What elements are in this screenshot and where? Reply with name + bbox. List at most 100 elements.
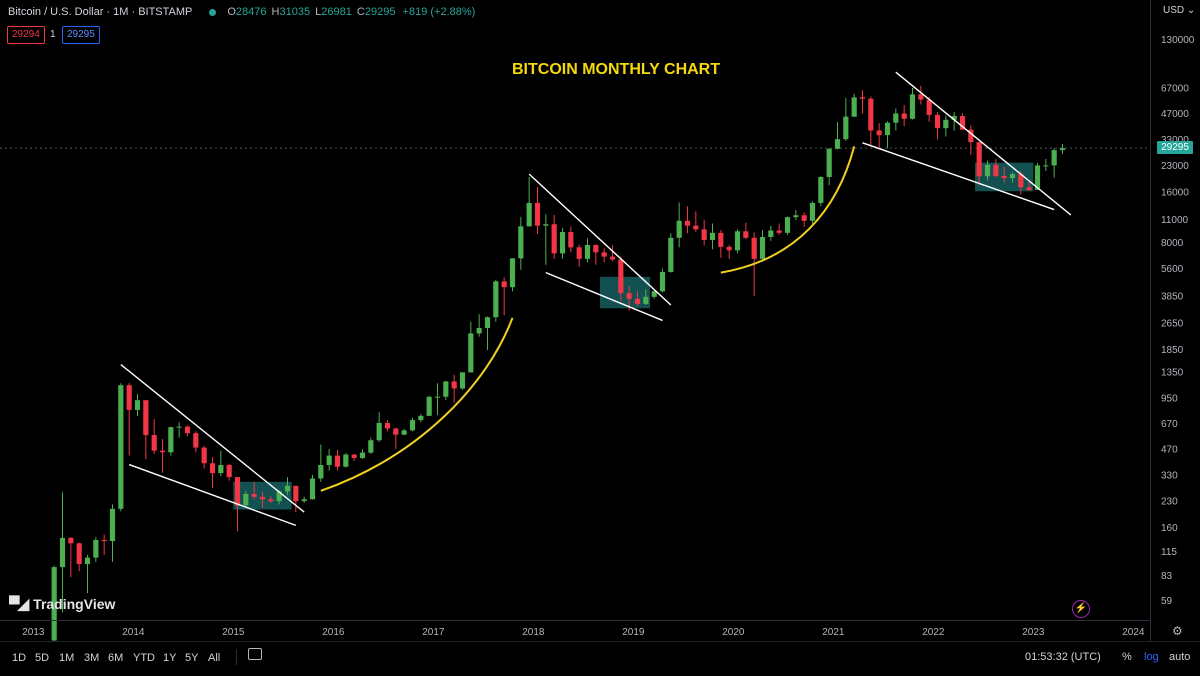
candle-body xyxy=(326,455,332,465)
candle xyxy=(509,258,516,292)
candle xyxy=(159,438,166,473)
candle xyxy=(301,496,307,503)
candle-body xyxy=(1034,165,1041,190)
timeframe-all[interactable]: All xyxy=(208,652,221,664)
candle xyxy=(418,414,424,423)
candle-body xyxy=(218,464,224,474)
candle-body xyxy=(551,224,557,254)
candle-body xyxy=(209,463,216,474)
lightning-icon[interactable]: ⚡ xyxy=(1072,600,1090,618)
symbol-title[interactable]: Bitcoin / U.S. Dollar · 1M · BITSTAMP xyxy=(8,6,193,18)
trendline xyxy=(862,142,1055,211)
candle xyxy=(409,418,416,432)
candle-body xyxy=(443,381,449,397)
time-axis[interactable]: 2013 2014 2015 2016 2017 2018 2019 2020 2021 2022… xyxy=(22,627,1145,638)
order-quantity[interactable]: 1 xyxy=(50,29,56,40)
candle-body xyxy=(151,435,157,451)
timeframe-1d[interactable]: 1D xyxy=(12,652,27,664)
utc-clock[interactable]: 01:53:32 (UTC) xyxy=(1025,651,1101,663)
candle xyxy=(451,374,457,403)
candle xyxy=(293,485,299,513)
timeframe-5y[interactable]: 5Y xyxy=(185,652,199,664)
candle xyxy=(1034,162,1041,190)
candle-body xyxy=(343,454,349,467)
candle xyxy=(634,291,641,307)
percent-toggle[interactable]: % xyxy=(1122,651,1132,663)
candle-body xyxy=(968,129,974,143)
trendline xyxy=(120,364,305,513)
candle-body xyxy=(609,256,616,260)
date-range-icon[interactable] xyxy=(248,648,262,660)
candle-body xyxy=(109,508,116,542)
candle-body xyxy=(268,499,274,502)
candle xyxy=(268,496,274,503)
candle-body xyxy=(234,477,241,506)
candle xyxy=(443,380,449,401)
candle-body xyxy=(1026,187,1032,190)
timeframe-3m[interactable]: 3M xyxy=(84,652,100,664)
auto-toggle[interactable]: auto xyxy=(1169,651,1191,663)
price-tick-label: 2650 xyxy=(1161,319,1184,330)
timeframe-1y[interactable]: 1Y xyxy=(163,652,177,664)
low-label: L xyxy=(315,6,322,18)
tradingview-logo[interactable]: ▀◢ TradingView xyxy=(9,595,115,613)
price-tick-label: 230 xyxy=(1161,497,1178,508)
candle-body xyxy=(576,247,582,259)
candle-body xyxy=(726,246,732,251)
timeframe-ytd[interactable]: YTD xyxy=(133,652,155,664)
candle xyxy=(776,223,782,235)
candle xyxy=(493,279,499,322)
candle xyxy=(401,428,407,436)
time-tick-label: 2023 xyxy=(1022,627,1045,638)
candle-body xyxy=(368,440,374,453)
brand-name: TradingView xyxy=(33,596,116,612)
candle-body xyxy=(259,496,266,500)
candle xyxy=(909,87,916,120)
currency-selector[interactable]: USD ⌄ xyxy=(1163,5,1195,16)
buy-price-button[interactable]: 29295 xyxy=(62,26,100,44)
candle-body xyxy=(351,454,357,458)
price-tick-label: 470 xyxy=(1161,445,1178,456)
candle xyxy=(201,446,207,469)
candle-body xyxy=(1051,150,1057,166)
candle-body xyxy=(484,317,491,328)
candle xyxy=(651,290,657,299)
timeframe-5d[interactable]: 5D xyxy=(35,652,50,664)
candle xyxy=(659,268,666,293)
timeframe-1m[interactable]: 1M xyxy=(59,652,75,664)
candle-body xyxy=(776,230,782,233)
candle-body xyxy=(134,400,141,410)
chart-title: BITCOIN MONTHLY CHART xyxy=(512,61,720,78)
candle-body xyxy=(734,231,741,251)
candle xyxy=(559,227,566,259)
candles xyxy=(51,85,1066,645)
candle xyxy=(901,105,907,127)
candle-body xyxy=(626,293,632,299)
timeframe-6m[interactable]: 6M xyxy=(108,652,124,664)
candle xyxy=(359,449,366,460)
sell-price-button[interactable]: 29294 xyxy=(7,26,45,44)
candle-body xyxy=(884,122,891,136)
log-toggle[interactable]: log xyxy=(1144,651,1159,663)
candle-body xyxy=(118,385,124,509)
price-tick-label: 670 xyxy=(1161,419,1178,430)
candle xyxy=(884,121,891,149)
candle xyxy=(176,422,182,438)
curve-annotation xyxy=(320,317,514,492)
candle xyxy=(343,453,349,468)
candle-body xyxy=(559,232,566,254)
candle-body xyxy=(493,281,499,318)
gear-icon[interactable]: ⚙ xyxy=(1172,624,1183,638)
candle-body xyxy=(926,99,932,115)
candle-body xyxy=(284,485,291,492)
candle-body xyxy=(1001,175,1007,179)
candle xyxy=(926,96,932,122)
candle-body xyxy=(301,499,307,502)
candle xyxy=(326,449,332,471)
tv-logo-icon: ▀◢ xyxy=(9,596,29,613)
price-axis[interactable]: 130000 67000 47000 33000 23000 16000 11000 8000… xyxy=(1161,35,1195,607)
candle xyxy=(126,382,132,456)
candle xyxy=(843,97,849,141)
candle-body xyxy=(643,296,649,304)
